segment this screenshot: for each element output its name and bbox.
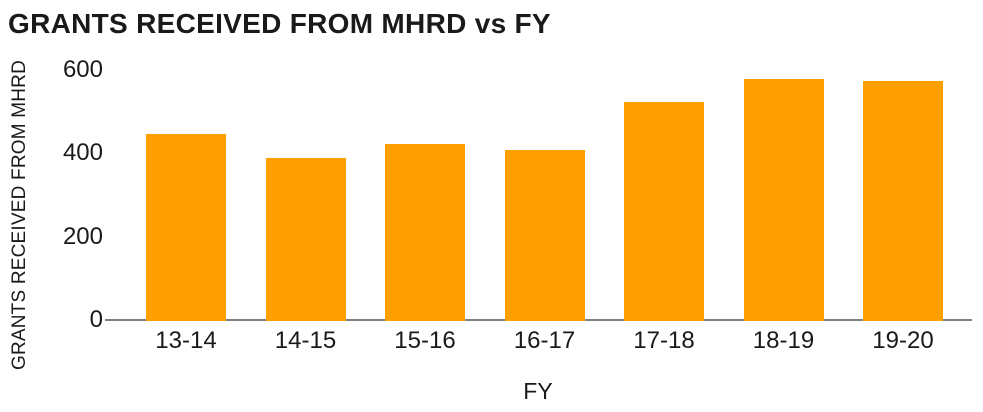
bar-17-18 [624,102,704,321]
bar-16-17 [504,150,585,321]
bar-14-15 [265,157,346,321]
y-tick-label: 0 [89,306,103,333]
chart-title: GRANTS RECEIVED FROM MHRD vs FY [8,8,551,39]
x-tick-label: 15-16 [394,327,456,354]
x-tick-label: 14-15 [274,327,337,354]
x-tick-label: 18-19 [752,327,815,354]
x-axis-title: FY [523,378,553,404]
x-tick-label: 19-20 [872,327,934,354]
y-tick-label: 600 [62,56,103,83]
plot-area [105,70,972,321]
x-tick-label: 13-14 [155,327,217,354]
y-tick-label: 400 [62,139,103,167]
bar-18-19 [743,78,824,321]
x-tick-label: 16-17 [513,327,576,354]
bar-15-16 [385,143,465,321]
x-tick-label: 17-18 [633,327,695,354]
bar-19-20 [863,81,943,321]
y-tick-label: 200 [62,222,103,250]
bar-13-14 [146,133,226,321]
